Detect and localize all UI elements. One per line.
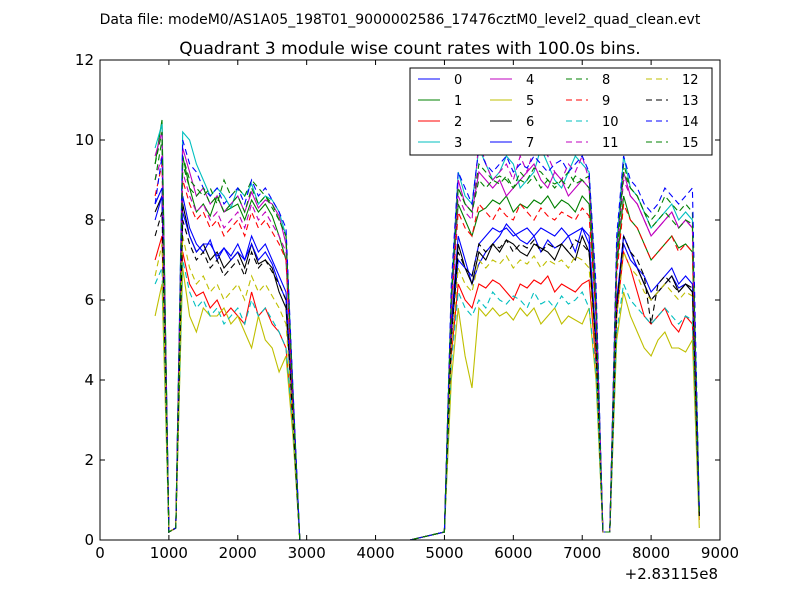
y-tick-label: 0 <box>84 531 94 549</box>
legend-label-5: 5 <box>526 94 534 109</box>
legend-label-3: 3 <box>454 136 462 151</box>
x-tick-label: 6000 <box>494 544 532 562</box>
series-line-1 <box>154 119 700 541</box>
series-line-13 <box>154 211 700 541</box>
legend-label-1: 1 <box>454 94 462 109</box>
series-line-2 <box>154 235 700 541</box>
data-file-supertitle: Data file: modeM0/AS1A05_198T01_90000025… <box>100 12 701 28</box>
legend-label-4: 4 <box>526 73 534 88</box>
x-tick-label: 3000 <box>288 544 326 562</box>
y-tick-label: 10 <box>75 131 94 149</box>
y-tick-label: 2 <box>84 451 94 469</box>
legend-label-12: 12 <box>682 73 699 88</box>
legend-label-11: 11 <box>602 136 619 151</box>
x-tick-label: 1000 <box>150 544 188 562</box>
legend-label-8: 8 <box>602 73 610 88</box>
series-line-3 <box>154 123 700 541</box>
x-tick-label: 7000 <box>563 544 601 562</box>
x-tick-label: 0 <box>95 544 105 562</box>
series-line-12 <box>154 235 700 541</box>
legend-label-6: 6 <box>526 115 534 130</box>
series-line-6 <box>154 195 700 541</box>
y-tick-label: 4 <box>84 371 94 389</box>
chart-title: Quadrant 3 module wise count rates with … <box>179 39 640 59</box>
x-tick-label: 5000 <box>425 544 463 562</box>
x-tick-label: 4000 <box>356 544 394 562</box>
x-tick-label: 8000 <box>632 544 670 562</box>
x-tick-label: 9000 <box>701 544 739 562</box>
legend-label-7: 7 <box>526 136 534 151</box>
legend-label-15: 15 <box>682 136 699 151</box>
series-line-14 <box>154 139 700 541</box>
series-line-0 <box>154 187 700 541</box>
legend-box <box>409 67 713 156</box>
series-line-7 <box>154 195 700 541</box>
x-axis: 0 1000 2000 3000 4000 5000 6000 7000 8000 9000 <box>95 60 739 562</box>
x-offset-label: +2.83115e8 <box>625 565 718 583</box>
legend-label-13: 13 <box>682 94 699 109</box>
legend-label-10: 10 <box>602 115 619 130</box>
y-tick-label: 6 <box>84 291 94 309</box>
series-line-15 <box>154 139 700 541</box>
series-line-8 <box>154 131 700 541</box>
legend-label-0: 0 <box>454 73 462 88</box>
x-tick-label: 2000 <box>219 544 257 562</box>
series-line-9 <box>154 163 700 541</box>
y-tick-label: 12 <box>75 51 94 69</box>
y-tick-label: 8 <box>84 211 94 229</box>
series-line-5 <box>154 267 700 541</box>
legend-label-2: 2 <box>454 115 462 130</box>
series-layer <box>154 119 700 541</box>
legend-label-9: 9 <box>602 94 610 109</box>
series-line-11 <box>154 138 700 541</box>
legend-label-14: 14 <box>682 115 699 130</box>
